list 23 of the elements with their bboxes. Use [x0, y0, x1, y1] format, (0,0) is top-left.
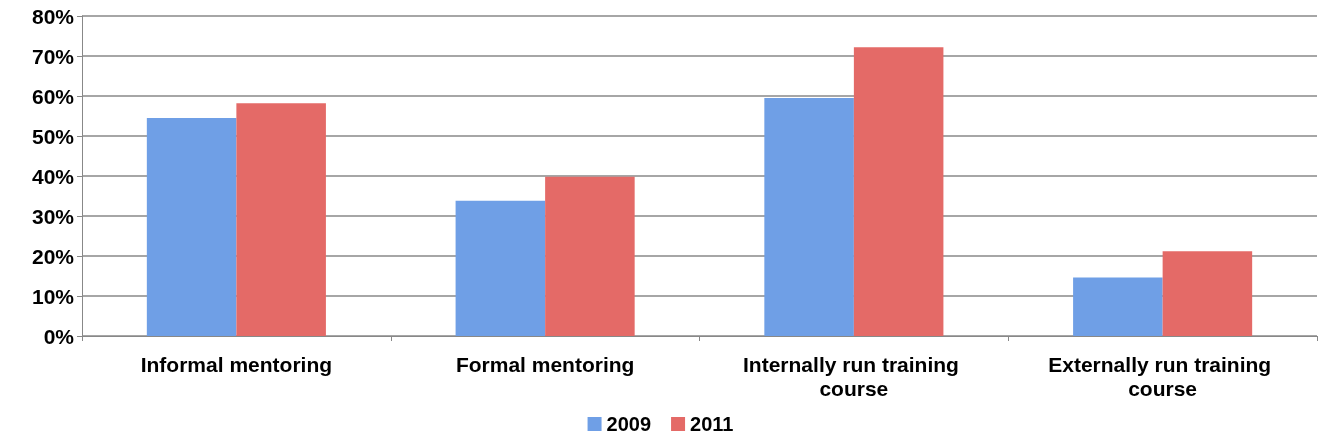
bar	[1073, 277, 1163, 336]
legend-label: 2011	[690, 413, 734, 435]
x-tick-label: Externally run training course	[1048, 352, 1277, 400]
y-tick-label: 0%	[43, 324, 75, 348]
bar	[1162, 251, 1253, 336]
y-tick-label: 10%	[31, 284, 75, 308]
bar	[853, 47, 944, 336]
x-tick-label: Formal mentoring	[455, 352, 635, 376]
x-tick-label: Internally run training course	[743, 352, 965, 400]
legend-label: 2009	[606, 413, 652, 435]
bar	[545, 176, 635, 336]
y-tick-label: 70%	[31, 44, 75, 68]
bar	[236, 103, 326, 336]
x-tick-label: Informal mentoring	[140, 352, 333, 376]
bar	[764, 98, 854, 336]
y-tick-label: 30%	[31, 204, 75, 228]
y-tick-label: 20%	[31, 244, 75, 268]
y-tick-label: 60%	[31, 84, 75, 108]
bar	[455, 200, 546, 336]
y-tick-label: 80%	[31, 4, 75, 28]
y-tick-label: 50%	[31, 124, 75, 148]
bar	[146, 118, 237, 336]
y-tick-label: 40%	[31, 164, 75, 188]
